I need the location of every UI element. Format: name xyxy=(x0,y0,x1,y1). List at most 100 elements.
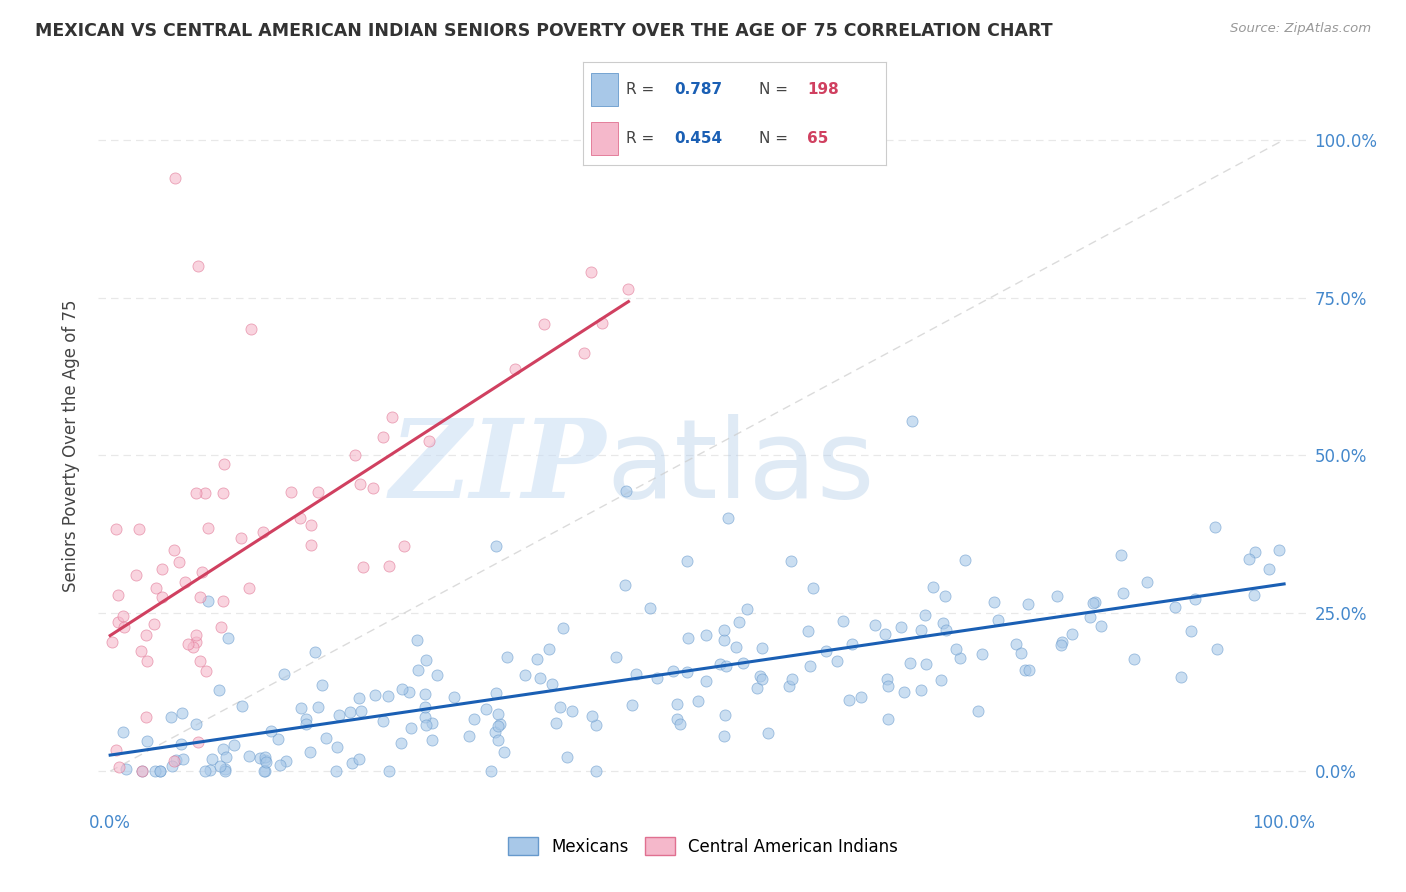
Point xyxy=(1050,638,1073,652)
Point xyxy=(187,735,209,749)
Point xyxy=(876,672,898,686)
Point xyxy=(614,578,637,592)
Point xyxy=(503,361,526,376)
Point xyxy=(713,730,735,744)
Point xyxy=(195,664,218,678)
Text: 198: 198 xyxy=(807,81,839,96)
Point xyxy=(325,739,347,754)
Point xyxy=(877,679,900,693)
Point xyxy=(406,663,429,677)
Point xyxy=(945,642,967,657)
Point xyxy=(201,752,224,766)
Point xyxy=(780,554,803,568)
Point xyxy=(328,708,350,723)
Point xyxy=(851,690,873,704)
Point xyxy=(799,658,821,673)
Point xyxy=(526,651,548,665)
Point xyxy=(217,631,239,645)
Point xyxy=(208,683,231,698)
Point xyxy=(294,717,316,731)
Point xyxy=(145,581,167,595)
Point xyxy=(614,484,637,499)
Text: 65: 65 xyxy=(807,131,828,146)
Point xyxy=(254,755,277,769)
Point xyxy=(252,525,274,540)
Point xyxy=(167,555,190,569)
Point xyxy=(443,690,465,705)
Point xyxy=(135,628,157,642)
Point xyxy=(620,698,643,713)
Point xyxy=(485,539,508,553)
Point xyxy=(529,671,551,685)
Point xyxy=(486,718,509,732)
Point xyxy=(797,624,820,639)
Point xyxy=(666,697,689,711)
Point xyxy=(100,635,122,649)
Point xyxy=(1257,562,1279,576)
Text: atlas: atlas xyxy=(606,414,875,521)
Point xyxy=(413,700,436,714)
Point xyxy=(1062,627,1084,641)
Point xyxy=(661,664,683,678)
Bar xyxy=(591,73,619,105)
Point xyxy=(555,750,578,764)
Point xyxy=(107,588,129,602)
Point xyxy=(463,712,485,726)
Point xyxy=(253,764,276,779)
Point xyxy=(485,686,508,700)
Point xyxy=(1109,548,1132,562)
Point xyxy=(1244,545,1267,559)
Point xyxy=(713,623,735,637)
Point xyxy=(987,613,1010,627)
Point xyxy=(304,645,326,659)
Point xyxy=(714,708,737,723)
Point xyxy=(107,759,129,773)
Point xyxy=(922,580,945,594)
Point xyxy=(364,688,387,702)
Point xyxy=(340,756,363,770)
Point xyxy=(197,594,219,608)
Point xyxy=(240,322,263,336)
Point xyxy=(1010,646,1032,660)
Point xyxy=(605,649,627,664)
Point xyxy=(177,637,200,651)
Point xyxy=(695,628,717,642)
Point xyxy=(863,618,886,632)
Point xyxy=(163,542,186,557)
Point xyxy=(184,628,207,642)
Point xyxy=(184,486,207,500)
Point xyxy=(780,673,803,687)
Point xyxy=(172,752,194,766)
Point xyxy=(128,522,150,536)
Point xyxy=(970,647,993,661)
Point xyxy=(104,743,127,757)
Point xyxy=(1122,652,1144,666)
Point xyxy=(298,745,321,759)
Point xyxy=(831,614,853,628)
Point xyxy=(725,640,748,654)
Point xyxy=(253,764,276,779)
Point xyxy=(898,656,921,670)
Point xyxy=(349,476,371,491)
Point xyxy=(1078,610,1101,624)
Point xyxy=(489,716,512,731)
Point xyxy=(170,737,193,751)
Point xyxy=(745,681,768,695)
Point xyxy=(1163,599,1185,614)
Point xyxy=(717,511,740,525)
Point xyxy=(381,409,404,424)
Text: 0.787: 0.787 xyxy=(675,81,723,96)
Point xyxy=(170,706,193,720)
Text: N =: N = xyxy=(759,131,797,146)
Point xyxy=(361,481,384,495)
Point xyxy=(496,649,519,664)
Point xyxy=(276,754,298,768)
Point xyxy=(186,634,208,648)
Point xyxy=(1204,520,1226,534)
Point xyxy=(1017,597,1039,611)
Point xyxy=(254,750,277,764)
Point xyxy=(418,434,440,449)
Point xyxy=(873,627,896,641)
Point xyxy=(548,700,571,714)
Point xyxy=(484,725,506,739)
